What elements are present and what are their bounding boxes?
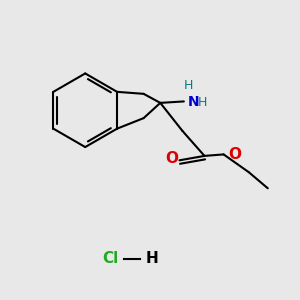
- Text: H: H: [198, 95, 207, 109]
- Text: H: H: [184, 79, 193, 92]
- Text: H: H: [146, 251, 158, 266]
- Text: O: O: [228, 147, 241, 162]
- Text: Cl: Cl: [102, 251, 119, 266]
- Text: O: O: [166, 151, 178, 166]
- Text: N: N: [188, 95, 199, 109]
